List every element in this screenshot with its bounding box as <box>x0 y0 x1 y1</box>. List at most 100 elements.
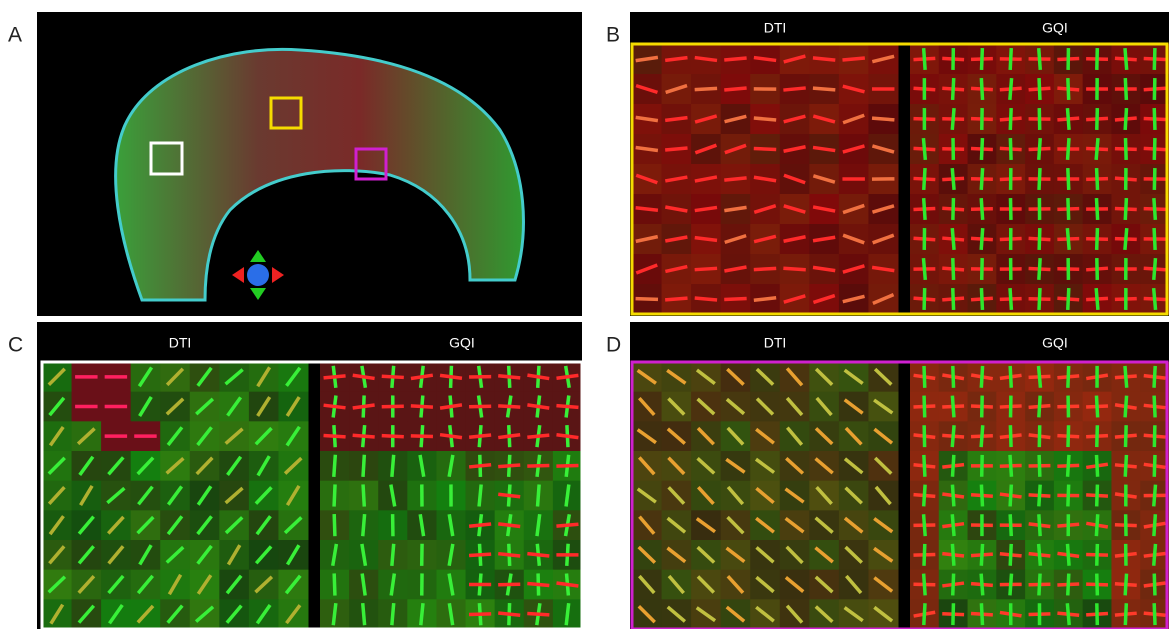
fiber-glyph <box>469 435 491 437</box>
fiber-glyph <box>924 514 926 536</box>
fiber-glyph <box>1126 425 1127 447</box>
fiber-glyph <box>1039 574 1040 596</box>
glyph-grid <box>632 44 899 315</box>
fiber-glyph <box>754 268 776 269</box>
fiber-glyph <box>952 228 954 250</box>
fiber-glyph <box>924 288 925 310</box>
panel-label: C <box>8 334 23 357</box>
fiber-glyph <box>1125 396 1126 418</box>
fiber-glyph <box>527 554 549 556</box>
fiber-glyph <box>469 554 491 555</box>
fiber-glyph <box>1097 485 1098 507</box>
fiber-glyph <box>363 455 364 477</box>
fiber-glyph <box>924 455 925 477</box>
fiber-glyph <box>952 396 954 418</box>
fiber-glyph <box>1125 198 1126 220</box>
fiber-glyph <box>498 465 520 467</box>
fiber-glyph <box>1010 574 1012 596</box>
fiber-glyph <box>1039 366 1041 388</box>
fiber-glyph <box>1010 138 1011 160</box>
fiber-glyph <box>1039 485 1040 507</box>
fiber-glyph <box>1154 138 1155 160</box>
fiber-glyph <box>953 574 954 596</box>
figure: A B DTI GQI C DTI GQI D DTI GQI <box>0 0 1169 629</box>
fiber-glyph <box>924 574 926 596</box>
fiber-glyph <box>1068 78 1069 100</box>
panel-title: DTI <box>764 335 787 351</box>
panel-label: D <box>606 334 621 357</box>
fiber-glyph <box>334 573 335 595</box>
fiber-glyph <box>783 88 805 90</box>
panel-label: A <box>8 24 22 47</box>
fiber-glyph <box>1039 288 1040 310</box>
fiber-glyph <box>566 603 568 625</box>
fiber-glyph <box>872 118 894 120</box>
fiber-glyph <box>1154 514 1155 536</box>
fiber-glyph <box>1068 366 1069 388</box>
fiber-glyph <box>953 78 954 100</box>
fiber-glyph <box>392 455 394 477</box>
fiber-glyph <box>1125 455 1126 477</box>
fiber-glyph <box>1125 108 1126 130</box>
fiber-glyph <box>1039 228 1040 250</box>
fiber-glyph <box>952 485 953 507</box>
fiber-glyph <box>469 465 491 467</box>
fiber-glyph <box>498 376 520 378</box>
fiber-glyph <box>421 603 423 625</box>
glyph-grid <box>42 362 309 629</box>
glyph-grid <box>910 362 1169 629</box>
fiber-glyph <box>1097 228 1098 250</box>
fiber-glyph <box>324 376 346 378</box>
fiber-glyph <box>1097 455 1098 477</box>
fiber-glyph <box>411 436 433 437</box>
fiber-glyph <box>783 268 805 269</box>
fiber-glyph <box>952 544 953 566</box>
fiber-glyph <box>813 58 835 60</box>
fiber-glyph <box>695 268 717 269</box>
fiber-glyph <box>1154 485 1156 507</box>
fiber-glyph <box>392 544 394 566</box>
fiber-glyph <box>981 168 982 190</box>
fiber-glyph <box>1125 574 1126 596</box>
fiber-glyph <box>479 484 481 506</box>
fiber-glyph <box>1010 455 1011 477</box>
fiber-glyph <box>724 58 746 60</box>
glyph-grid <box>632 362 899 629</box>
fiber-glyph <box>1039 455 1040 477</box>
fiber-glyph <box>1154 455 1155 477</box>
fiber-glyph <box>556 524 578 526</box>
fiber-glyph <box>1067 108 1069 130</box>
fiber-glyph <box>754 148 776 149</box>
fiber-glyph <box>924 396 925 418</box>
fiber-glyph <box>538 484 540 506</box>
fiber-glyph <box>1096 514 1097 536</box>
fiber-glyph <box>924 485 925 507</box>
panel-title: DTI <box>169 335 192 351</box>
fiber-glyph <box>469 614 491 615</box>
panel-label: B <box>606 24 620 47</box>
fiber-glyph <box>1039 544 1041 566</box>
fiber-glyph <box>1067 228 1069 250</box>
fiber-glyph <box>1067 603 1069 625</box>
fiber-glyph <box>1154 574 1155 596</box>
fiber-glyph <box>556 406 578 408</box>
fiber-glyph <box>469 406 491 407</box>
fiber-glyph <box>1039 258 1040 280</box>
fiber-glyph <box>842 58 864 60</box>
fiber-glyph <box>469 524 491 526</box>
fiber-glyph <box>1125 603 1126 625</box>
fiber-glyph <box>1154 108 1155 130</box>
fiber-glyph <box>981 366 982 388</box>
fiber-glyph <box>923 258 925 280</box>
fiber-glyph <box>1154 228 1155 250</box>
fiber-glyph <box>754 118 776 120</box>
fiber-glyph <box>981 574 983 596</box>
fiber-glyph <box>924 168 925 190</box>
fiber-glyph <box>724 299 746 300</box>
fiber-glyph <box>334 484 335 506</box>
fiber-glyph <box>724 88 746 90</box>
fiber-glyph <box>1097 425 1098 447</box>
fiber-glyph <box>334 455 336 477</box>
fiber-glyph <box>981 288 982 310</box>
fiber-glyph <box>952 514 954 536</box>
